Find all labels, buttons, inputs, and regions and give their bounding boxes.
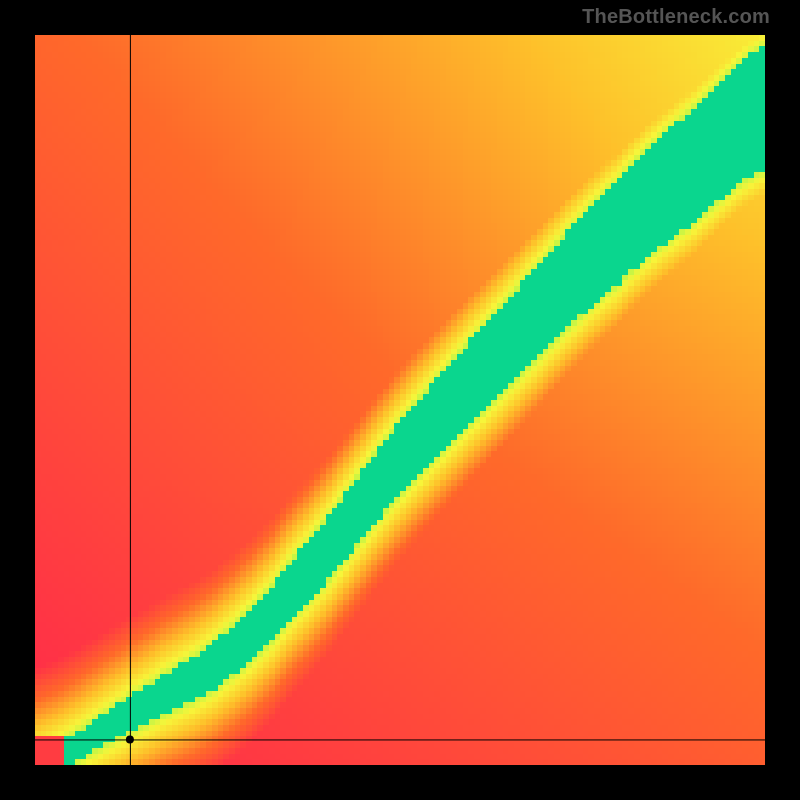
chart-container: TheBottleneck.com	[0, 0, 800, 800]
watermark-text: TheBottleneck.com	[582, 6, 770, 29]
heatmap-plot	[35, 35, 765, 765]
heatmap-canvas	[35, 35, 765, 765]
